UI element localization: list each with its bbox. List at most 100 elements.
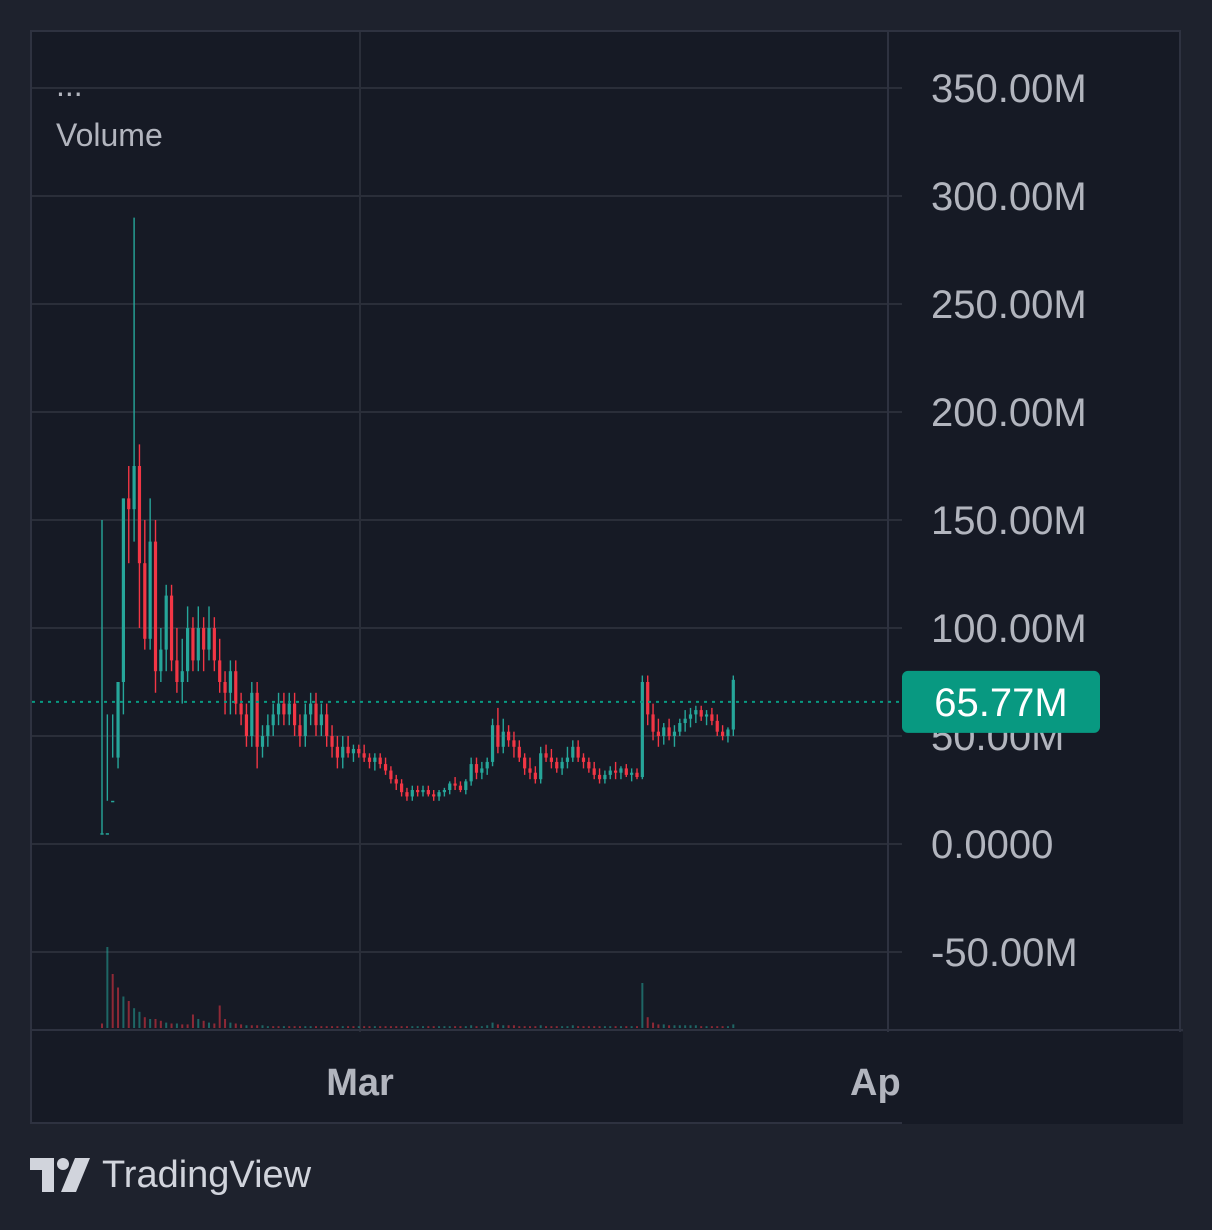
candle-body bbox=[255, 692, 259, 747]
candle-body bbox=[544, 753, 548, 758]
candle-body bbox=[539, 753, 543, 780]
candle-body bbox=[704, 714, 709, 717]
volume-bar bbox=[454, 1026, 457, 1028]
candle-body bbox=[474, 764, 479, 773]
volume-bar bbox=[625, 1026, 628, 1028]
volume-bar bbox=[726, 1026, 729, 1028]
x-tick-label: Ap bbox=[850, 1062, 901, 1104]
candle-body bbox=[458, 785, 463, 790]
volume-bar bbox=[416, 1026, 419, 1028]
candle-body bbox=[175, 660, 179, 682]
last-price-label: 65.77M bbox=[902, 670, 1100, 733]
candle-body bbox=[362, 753, 366, 758]
candlestick-series bbox=[100, 217, 735, 835]
volume-bar bbox=[652, 1022, 655, 1028]
volume-bar bbox=[106, 947, 109, 1028]
volume-bar bbox=[422, 1026, 424, 1028]
candle-body bbox=[239, 703, 243, 715]
candle-body bbox=[180, 671, 184, 682]
candle-body bbox=[335, 746, 339, 758]
volume-bar bbox=[133, 1008, 136, 1028]
volume-bar bbox=[593, 1026, 596, 1028]
candle-body bbox=[148, 541, 152, 639]
candle-body bbox=[389, 770, 393, 780]
volume-bar bbox=[523, 1026, 526, 1028]
candle-body bbox=[480, 768, 484, 773]
legend-menu-icon[interactable]: ... bbox=[56, 67, 83, 103]
candle-body bbox=[159, 649, 163, 672]
volume-bar bbox=[202, 1020, 205, 1028]
candle-body bbox=[207, 628, 211, 650]
candle-body bbox=[394, 779, 398, 784]
candle-body bbox=[432, 794, 436, 797]
volume-bar bbox=[256, 1025, 259, 1028]
volume-bar bbox=[480, 1026, 483, 1028]
volume-bar bbox=[181, 1024, 184, 1028]
candle-body bbox=[726, 729, 730, 736]
candle-body bbox=[442, 790, 446, 793]
candle-body bbox=[437, 792, 441, 797]
legend-indicator-name: Volume bbox=[56, 117, 163, 153]
candle-body bbox=[260, 736, 265, 747]
volume-bar bbox=[266, 1026, 269, 1028]
candle-body bbox=[651, 714, 655, 732]
volume-bar bbox=[662, 1024, 665, 1028]
volume-bar bbox=[561, 1026, 564, 1028]
tradingview-branding[interactable]: TradingView bbox=[30, 1150, 311, 1200]
y-tick-label: 0.0000 bbox=[931, 823, 1053, 867]
candle-body bbox=[405, 792, 409, 797]
candle-body bbox=[287, 703, 291, 715]
volume-bar bbox=[127, 1001, 130, 1028]
volume-bar bbox=[475, 1026, 478, 1028]
volume-bar bbox=[143, 1017, 146, 1028]
candle-body bbox=[581, 757, 586, 762]
candle-body bbox=[228, 671, 232, 693]
candle-body bbox=[234, 671, 238, 704]
candle-body bbox=[186, 628, 190, 672]
volume-bar bbox=[619, 1026, 622, 1028]
volume-bar bbox=[491, 1022, 494, 1028]
last-price-value: 65.77M bbox=[934, 681, 1067, 725]
candle-body bbox=[357, 748, 361, 754]
volume-bar bbox=[229, 1022, 232, 1028]
volume-bar bbox=[529, 1026, 531, 1028]
price-scale[interactable]: -50.00M0.000050.00M100.00M150.00M200.00M… bbox=[931, 67, 1087, 975]
volume-bar bbox=[705, 1026, 708, 1028]
candle-body bbox=[105, 833, 109, 835]
candle-body bbox=[496, 725, 500, 747]
candle-body bbox=[549, 757, 553, 762]
volume-bar bbox=[234, 1023, 237, 1028]
candle-body bbox=[121, 498, 125, 682]
candle-body bbox=[448, 783, 452, 790]
volume-bar bbox=[689, 1025, 692, 1028]
candle-body bbox=[153, 541, 158, 672]
volume-bar bbox=[668, 1025, 671, 1028]
volume-bar bbox=[309, 1026, 312, 1028]
candle-body bbox=[608, 770, 612, 775]
volume-bar bbox=[272, 1026, 275, 1028]
candle-body bbox=[421, 790, 425, 793]
chart-canvas[interactable]: -50.00M0.000050.00M100.00M150.00M200.00M… bbox=[32, 32, 1183, 1126]
chart-frame[interactable]: -50.00M 0.0000 50.00M 100.00M 150.00M 200.00M… bbox=[30, 30, 1183, 1126]
candle-body bbox=[662, 727, 666, 736]
volume-bar bbox=[224, 1019, 227, 1028]
volume-bar bbox=[609, 1026, 612, 1028]
volume-bar bbox=[357, 1026, 360, 1028]
candle-body bbox=[603, 774, 607, 780]
candle-body bbox=[523, 757, 527, 769]
volume-bar bbox=[363, 1026, 366, 1028]
candle-body bbox=[137, 466, 142, 564]
volume-bar bbox=[395, 1026, 398, 1028]
candle-body bbox=[694, 710, 698, 715]
volume-bar bbox=[389, 1026, 392, 1028]
volume-bar bbox=[636, 1026, 638, 1028]
candle-body bbox=[672, 731, 677, 736]
volume-bar bbox=[336, 1026, 339, 1028]
candle-body bbox=[212, 628, 216, 661]
time-scale[interactable]: Mar Ap bbox=[326, 1032, 1183, 1124]
y-tick-label: 250.00M bbox=[931, 283, 1087, 327]
candle-body bbox=[400, 783, 404, 793]
candle-body bbox=[688, 714, 693, 719]
volume-bar bbox=[577, 1026, 580, 1028]
candle-body bbox=[426, 790, 430, 795]
